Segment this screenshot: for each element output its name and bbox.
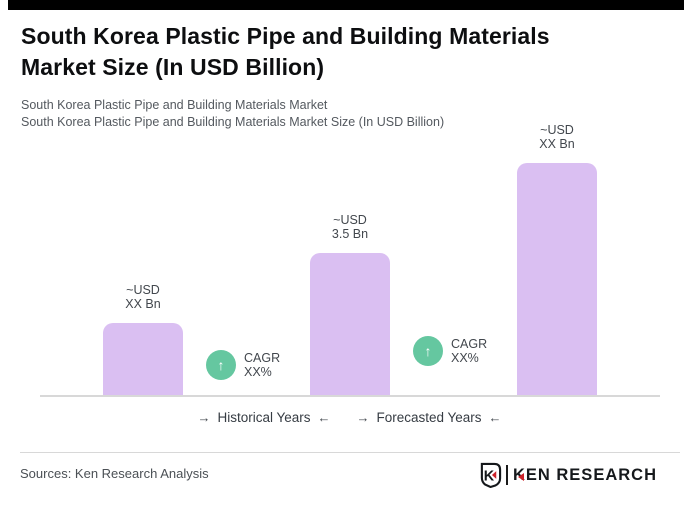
axis-caption-historical: → Historical Years ← [197, 410, 330, 425]
bar2-label-usd: ~USD [333, 213, 367, 227]
cagr2-value: XX% [451, 351, 479, 365]
logo-wordmark-text: KEN RESEARCH [512, 465, 657, 484]
logo-separator [505, 465, 508, 485]
bar1-label-value: XX Bn [125, 297, 161, 311]
bar-value-label-3: ~USD XX Bn [497, 123, 617, 151]
bar3-label-usd: ~USD [540, 123, 574, 137]
bar-forecast [517, 163, 597, 396]
svg-text:K: K [484, 468, 495, 484]
arrow-right-icon: → [197, 410, 211, 425]
arrow-left-icon: ← [488, 410, 502, 425]
bar1-label-usd: ~USD [126, 283, 160, 297]
red-arrow-accent-icon [517, 472, 524, 481]
axis-baseline [40, 395, 660, 397]
cagr-label-1: CAGR XX% [244, 351, 280, 379]
cagr-badge-circle-2: ↑ [413, 336, 443, 366]
subtitle: South Korea Plastic Pipe and Building Ma… [21, 97, 641, 130]
arrow-left-icon: ← [317, 410, 331, 425]
caption-text: Forecasted Years [376, 410, 482, 425]
bar3-label-value: XX Bn [539, 137, 575, 151]
top-black-bar [8, 0, 684, 10]
up-arrow-icon: ↑ [424, 343, 432, 359]
ken-research-logo: K KEN RESEARCH [479, 462, 657, 488]
arrow-right-icon: → [356, 410, 370, 425]
cagr-label-2: CAGR XX% [451, 337, 487, 365]
axis-caption-forecasted: → Forecasted Years ← [356, 410, 501, 425]
bar-historical [103, 323, 183, 396]
page-title-line-2: Market Size (In USD Billion) [21, 54, 325, 80]
bar-base-year [310, 253, 390, 396]
cagr-badge-circle-1: ↑ [206, 350, 236, 380]
logo-wordmark: KEN RESEARCH [513, 466, 657, 485]
cagr1-value: XX% [244, 365, 272, 379]
bar-value-label-1: ~USD XX Bn [83, 283, 203, 311]
bar2-label-value: 3.5 Bn [331, 227, 369, 241]
ken-research-shield-icon: K [479, 462, 502, 488]
subtitle-line-1: South Korea Plastic Pipe and Building Ma… [21, 98, 328, 112]
footer-divider [20, 452, 680, 453]
up-arrow-icon: ↑ [217, 357, 225, 373]
page-title: South Korea Plastic Pipe and Building Ma… [21, 21, 661, 83]
cagr1-text: CAGR [244, 351, 281, 365]
cagr2-text: CAGR [451, 337, 488, 351]
caption-text: Historical Years [217, 410, 311, 425]
subtitle-line-2: South Korea Plastic Pipe and Building Ma… [21, 114, 445, 129]
bar-value-label-2: ~USD 3.5 Bn [290, 213, 410, 241]
sources-text: Sources: Ken Research Analysis [20, 466, 209, 481]
page-title-line-1: South Korea Plastic Pipe and Building Ma… [21, 23, 550, 49]
